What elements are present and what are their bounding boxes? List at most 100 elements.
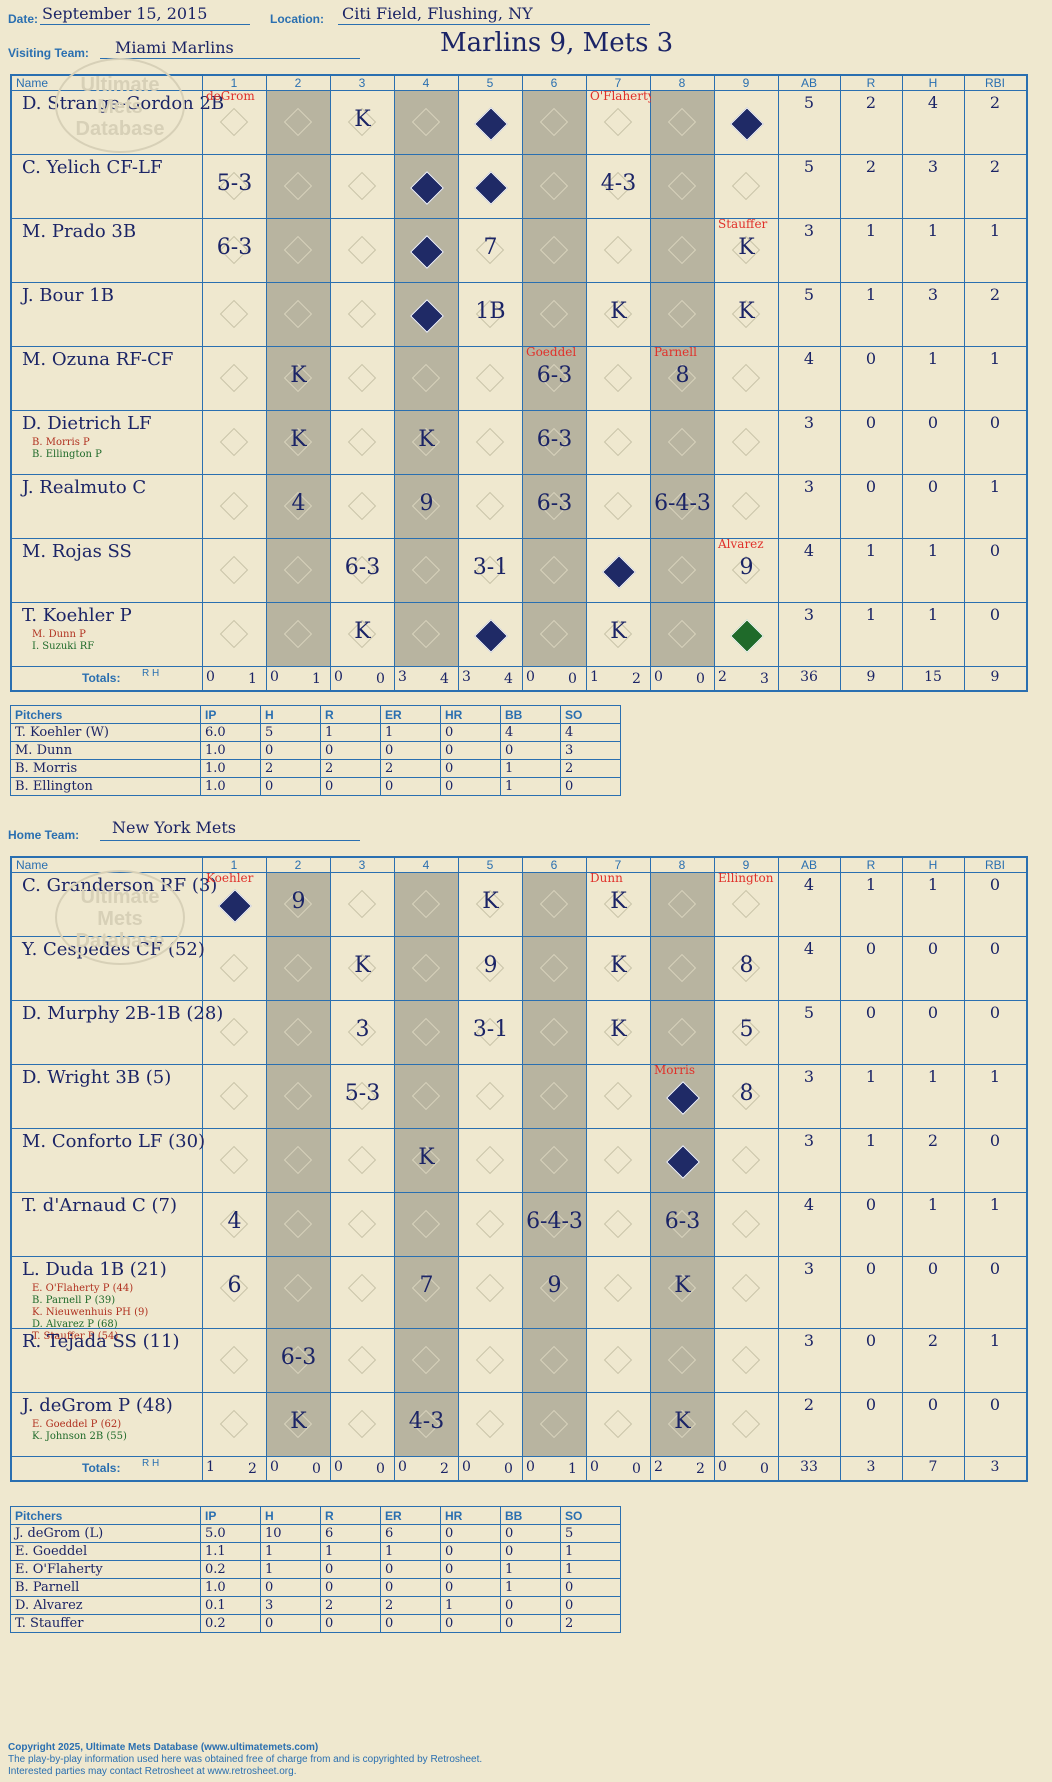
play-result: K [290, 427, 307, 452]
play-result: 9 [547, 1273, 562, 1298]
basepath-diamond [347, 299, 377, 329]
play-cell [587, 219, 650, 282]
sub-player: T. Stauffer P (54) [32, 1331, 119, 1342]
play-cell [395, 873, 458, 936]
play-cell [395, 347, 458, 410]
inning-header: 7 [614, 858, 622, 872]
inning-header: 2 [294, 858, 302, 872]
play-cell: 9 [459, 937, 522, 1000]
play-cell [587, 347, 650, 410]
scorecard-grid: Name 1 2 3 4 5 6 7 8 9 AB R H RBI C. Granderson RF (3)… [10, 856, 1028, 1482]
run-scored-marker [410, 235, 444, 269]
pitch-cell: 0 [500, 1614, 561, 1633]
play-cell [267, 91, 330, 154]
play-cell [651, 603, 714, 666]
player-name: L. Duda 1B (21) [22, 1259, 167, 1280]
stat-header: R [866, 76, 876, 90]
inning-runs: 3 [462, 669, 471, 685]
pitch-cell: 0 [380, 1614, 441, 1633]
table-row: E. O'Flaherty 0.2 1 0 0 0 1 1 [10, 1560, 621, 1579]
play-cell [587, 1393, 650, 1456]
play-cell [523, 1065, 586, 1128]
inning-hits: 1 [248, 671, 257, 687]
play-result: K [610, 299, 627, 324]
pitch-cell: 0 [260, 1578, 321, 1597]
run-scored-marker [666, 1081, 700, 1115]
basepath-diamond [411, 363, 441, 393]
play-cell: 5-3 [203, 155, 266, 218]
sub-player: D. Alvarez P (68) [32, 1319, 118, 1330]
basepath-diamond [667, 1345, 697, 1375]
play-result: 6-3 [664, 1209, 701, 1234]
rh-label: R H [142, 668, 160, 679]
stat-ab: 5 [803, 1003, 815, 1022]
pitch-cell: 0 [260, 777, 321, 796]
player-name: J. Bour 1B [22, 285, 114, 306]
play-cell [523, 1393, 586, 1456]
play-cell: K [587, 873, 650, 936]
basepath-diamond [539, 889, 569, 919]
play-cell [459, 1393, 522, 1456]
stat-h: 2 [927, 1131, 939, 1150]
stat-rbi: 1 [989, 221, 1001, 240]
play-result: 9 [739, 555, 754, 580]
play-result: 1B [475, 299, 506, 324]
basepath-diamond [731, 1409, 761, 1439]
stat-r: 1 [865, 605, 877, 624]
run-scored-marker [602, 555, 636, 589]
pitch-cell: 0 [380, 777, 441, 796]
basepath-diamond [411, 619, 441, 649]
pitch-cell: 0 [440, 741, 501, 760]
play-result: 6-3 [344, 555, 381, 580]
stat-rbi: 1 [989, 1331, 1001, 1350]
play-result: K [354, 619, 371, 644]
inning-runs: 0 [718, 1459, 727, 1475]
play-cell [715, 1257, 778, 1328]
player-name: M. Prado 3B [22, 221, 137, 242]
pitch-cell: 0 [380, 1560, 441, 1579]
stat-h: 1 [927, 1195, 939, 1214]
play-cell [715, 1329, 778, 1392]
run-scored-marker [474, 619, 508, 653]
play-cell [651, 411, 714, 474]
play-cell [587, 475, 650, 538]
stat-h: 1 [927, 875, 939, 894]
col-name-header: Name [16, 858, 49, 872]
play-cell [203, 603, 266, 666]
inning-runs: 1 [206, 1459, 215, 1475]
pitch-cell: 0 [380, 1578, 441, 1597]
pitch-cell: 0 [320, 1578, 381, 1597]
inning-hits: 0 [504, 1461, 513, 1477]
table-row: E. Goeddel 1.1 1 1 1 0 0 1 [10, 1542, 621, 1561]
pitch-cell: 0 [560, 777, 621, 796]
play-result: 7 [483, 235, 498, 260]
pitch-col-header: SO [560, 1506, 621, 1525]
play-result: K [354, 953, 371, 978]
basepath-diamond [283, 555, 313, 585]
basepath-diamond [283, 1081, 313, 1111]
pitchers-table: Pitchers IP H R ER HR BB SO J. deGrom (L) 5.0 10 6 6… [10, 1506, 621, 1633]
play-cell [523, 1329, 586, 1392]
stat-r: 0 [865, 939, 877, 958]
play-cell: 9 [267, 873, 330, 936]
basepath-diamond [731, 427, 761, 457]
inning-runs: 0 [334, 669, 343, 685]
stat-ab: 4 [803, 349, 815, 368]
basepath-diamond [603, 107, 633, 137]
pitch-cell: 0 [440, 1578, 501, 1597]
play-cell [715, 411, 778, 474]
total-ab: 33 [800, 1459, 818, 1475]
basepath-diamond [731, 889, 761, 919]
pitch-cell: 2 [560, 759, 621, 778]
play-cell [395, 603, 458, 666]
inning-runs: 1 [590, 669, 599, 685]
basepath-diamond [603, 1209, 633, 1239]
run-scored-marker [474, 171, 508, 205]
stat-rbi: 2 [989, 157, 1001, 176]
basepath-diamond [219, 299, 249, 329]
basepath-diamond [411, 555, 441, 585]
inning-header: 8 [678, 858, 686, 872]
basepath-diamond [475, 1209, 505, 1239]
play-cell: 6-3 [203, 219, 266, 282]
play-cell [203, 475, 266, 538]
